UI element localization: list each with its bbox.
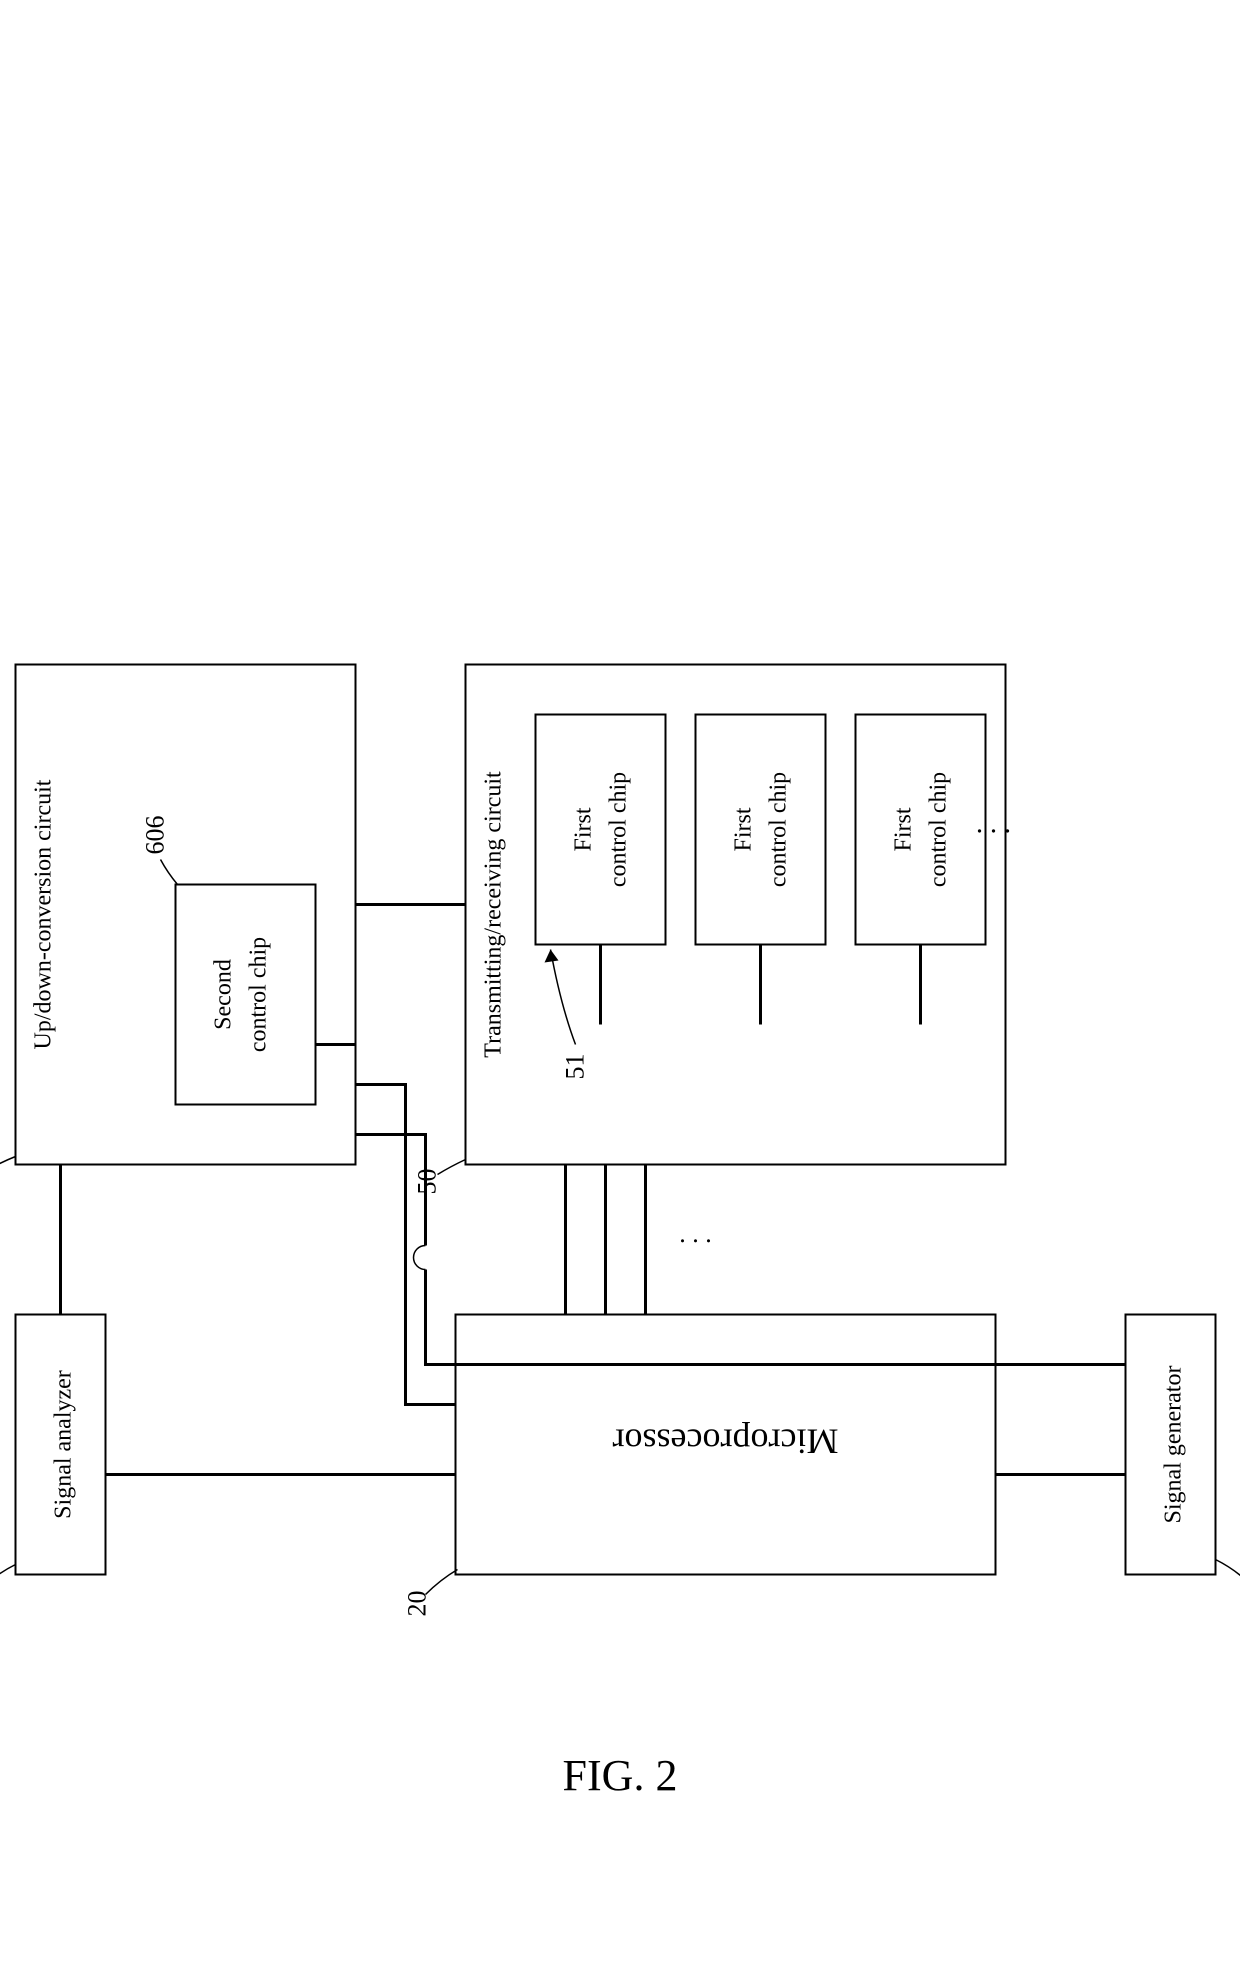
leader-20 [426, 1570, 458, 1595]
hop-1 [414, 1246, 426, 1270]
leader-51 [551, 950, 576, 1045]
signal-analyzer-label: Signal analyzer [51, 1370, 77, 1519]
signal-generator-block: Signal generator [1126, 1315, 1216, 1575]
signal-analyzer-block: Signal analyzer [16, 1315, 106, 1575]
microprocessor-block: Microprocessor [456, 1315, 996, 1575]
leader-606 [161, 860, 178, 885]
leader-30 [1216, 1560, 1240, 1585]
first-chip-ref: 51 [561, 1054, 590, 1080]
txrx-block: Transmitting/receiving circuit [466, 665, 1006, 1165]
second-chip-ref: 606 [141, 816, 170, 855]
conn-updown-micro [356, 1085, 456, 1405]
leader-50 [438, 1160, 466, 1175]
ellipsis-chips: . . . [976, 823, 1011, 854]
microprocessor-label: Microprocessor [613, 1422, 839, 1462]
updown-block: Up/down-conversion circuit [16, 665, 356, 1165]
conn-generator-toward-updown-a [426, 1270, 1126, 1365]
txrx-label: Transmitting/receiving circuit [481, 771, 507, 1058]
ellipsis-bus: . . . [679, 1234, 712, 1263]
leader-70 [0, 1565, 16, 1590]
leader-60 [0, 1157, 16, 1175]
first-chip-1-l1: First [571, 807, 597, 851]
first-chip-2: First control chip [696, 715, 826, 945]
updown-label: Up/down-conversion circuit [31, 779, 57, 1049]
second-chip-l1: Second [211, 959, 237, 1030]
first-chip-3-l1: First [891, 807, 917, 851]
first-chip-1: First control chip [536, 715, 666, 945]
first-chip-1-l2: control chip [606, 772, 632, 887]
first-chip-3-l2: control chip [926, 772, 952, 887]
first-chip-3: First control chip [856, 715, 986, 945]
first-chip-2-l2: control chip [766, 772, 792, 887]
second-chip-block: Second control chip [176, 885, 316, 1105]
figure-label: FIG. 2 [563, 1751, 678, 1800]
microprocessor-ref: 20 [403, 1591, 432, 1617]
second-chip-l2: control chip [246, 937, 272, 1052]
first-chip-2-l1: First [731, 807, 757, 851]
signal-generator-label: Signal generator [1161, 1366, 1187, 1524]
diagram-root: Signal analyzer 70 Signal generator 30 M… [0, 665, 1240, 1617]
leader-51-arrow [545, 950, 559, 963]
